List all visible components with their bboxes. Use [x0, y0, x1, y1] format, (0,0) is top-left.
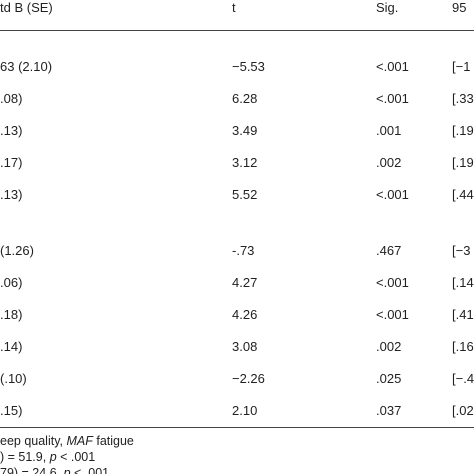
cell: 3.08 [232, 339, 258, 354]
note: ) = 51.9, p < .001 [0, 449, 95, 465]
cell: 4.27 [232, 275, 258, 290]
cell: 5.52 [232, 187, 258, 202]
cell: .15) [0, 403, 23, 418]
cell: <.001 [376, 187, 409, 202]
cell: .002 [376, 339, 402, 354]
cell: −2.26 [232, 371, 265, 386]
cell: 6.28 [232, 91, 258, 106]
cell: −5.53 [232, 59, 265, 74]
cell: 3.49 [232, 123, 258, 138]
note-text: p [63, 466, 71, 474]
cell: .14) [0, 339, 23, 354]
note: eep quality, MAF fatigue [0, 433, 134, 449]
cell: [.19 [452, 155, 474, 170]
cell: [.44 [452, 187, 474, 202]
cell: -.73 [232, 243, 255, 258]
cell: .002 [376, 155, 402, 170]
note-text: fatigue [92, 434, 134, 448]
header-cell: Sig. [376, 0, 399, 15]
cell: .06) [0, 275, 23, 290]
cell: (1.26) [0, 243, 34, 258]
cell: .025 [376, 371, 402, 386]
header-rule [0, 30, 474, 31]
note-text: MAF [66, 434, 93, 448]
header-cell: 95 [452, 0, 467, 15]
cell: .467 [376, 243, 402, 258]
cell: <.001 [376, 275, 409, 290]
cell: [.14 [452, 275, 474, 290]
note-text: < .001 [56, 450, 96, 464]
cell: [.19 [452, 123, 474, 138]
cell: 63 (2.10) [0, 59, 53, 74]
note-text: < .001 [70, 466, 110, 474]
cell: (.10) [0, 371, 27, 386]
note-text: ) = 51.9, [0, 450, 50, 464]
bottom-rule [0, 427, 474, 428]
note-text: 79) = 24.6, [0, 466, 64, 474]
cell: [−3 [452, 243, 471, 258]
cell: 3.12 [232, 155, 258, 170]
cell: .13) [0, 187, 23, 202]
note: 79) = 24.6, p < .001 [0, 465, 109, 474]
cell: [.16 [452, 339, 474, 354]
cell: [.33 [452, 91, 474, 106]
cell: <.001 [376, 307, 409, 322]
cell: .17) [0, 155, 23, 170]
cell: [.41 [452, 307, 474, 322]
cell: 4.26 [232, 307, 258, 322]
cell: .08) [0, 91, 23, 106]
cell: <.001 [376, 59, 409, 74]
cell: [−.4 [452, 371, 474, 386]
cell: <.001 [376, 91, 409, 106]
cell: .037 [376, 403, 402, 418]
cell: .001 [376, 123, 402, 138]
header-cell: t [232, 0, 236, 15]
cell: .18) [0, 307, 23, 322]
cell: [−1 [452, 59, 471, 74]
note-text: p [49, 450, 57, 464]
header-cell: td B (SE) [0, 0, 53, 15]
note-text: eep quality, [0, 434, 67, 448]
cell: [.02 [452, 403, 474, 418]
cell: .13) [0, 123, 23, 138]
cell: 2.10 [232, 403, 258, 418]
